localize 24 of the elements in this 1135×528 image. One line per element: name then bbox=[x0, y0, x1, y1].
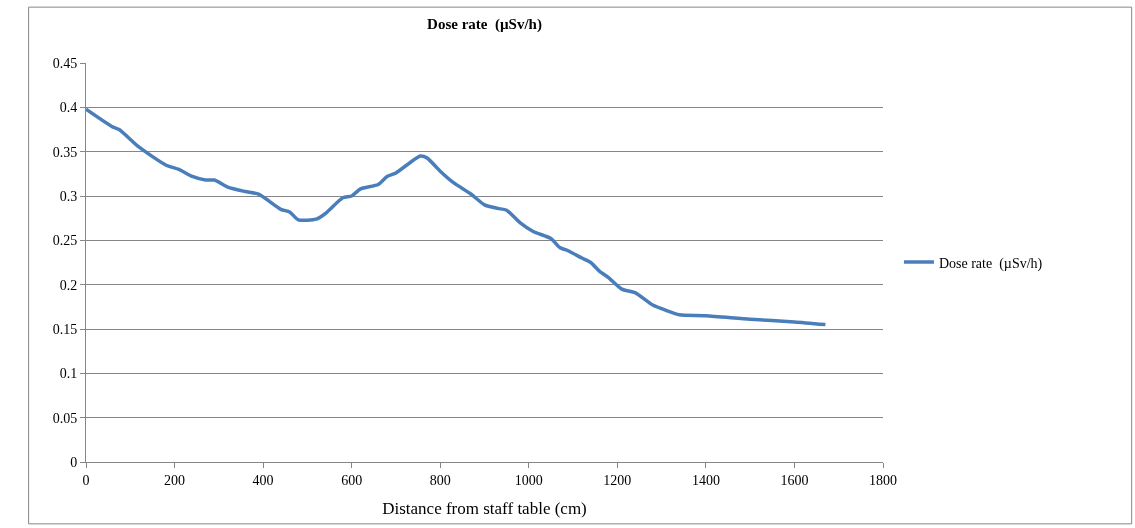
x-tick-label: 1400 bbox=[691, 472, 720, 488]
y-tick-label: 0.05 bbox=[52, 410, 78, 426]
y-tick-label: 0.45 bbox=[52, 55, 78, 71]
x-tick-label: 600 bbox=[341, 472, 363, 488]
y-tick-label: 0.2 bbox=[59, 277, 78, 293]
line-series bbox=[86, 107, 828, 327]
y-tick-label: 0.1 bbox=[59, 366, 78, 382]
x-tick-label: 200 bbox=[164, 472, 186, 488]
x-tick-label: 400 bbox=[252, 472, 274, 488]
y-tick-label: 0.4 bbox=[59, 100, 78, 116]
x-tick-label: 1800 bbox=[869, 472, 897, 488]
x-tick-label: 800 bbox=[429, 472, 451, 488]
x-axis-title: Distance from staff table (cm) bbox=[382, 499, 587, 519]
x-tick-label: 0 bbox=[82, 472, 90, 488]
x-tick-label: 1000 bbox=[514, 472, 543, 488]
y-tick-label: 0.15 bbox=[52, 321, 78, 337]
chart-title: Dose rate (µSv/h) bbox=[427, 16, 542, 34]
y-tick-label: 0 bbox=[70, 454, 78, 470]
x-tick-label: 1600 bbox=[780, 472, 809, 488]
y-tick-label: 0.3 bbox=[59, 188, 78, 204]
x-tick-label: 1200 bbox=[603, 472, 632, 488]
y-tick-label: 0.35 bbox=[52, 144, 78, 160]
legend-label: Dose rate (µSv/h) bbox=[938, 255, 1043, 272]
y-tick-label: 0.25 bbox=[52, 233, 78, 249]
